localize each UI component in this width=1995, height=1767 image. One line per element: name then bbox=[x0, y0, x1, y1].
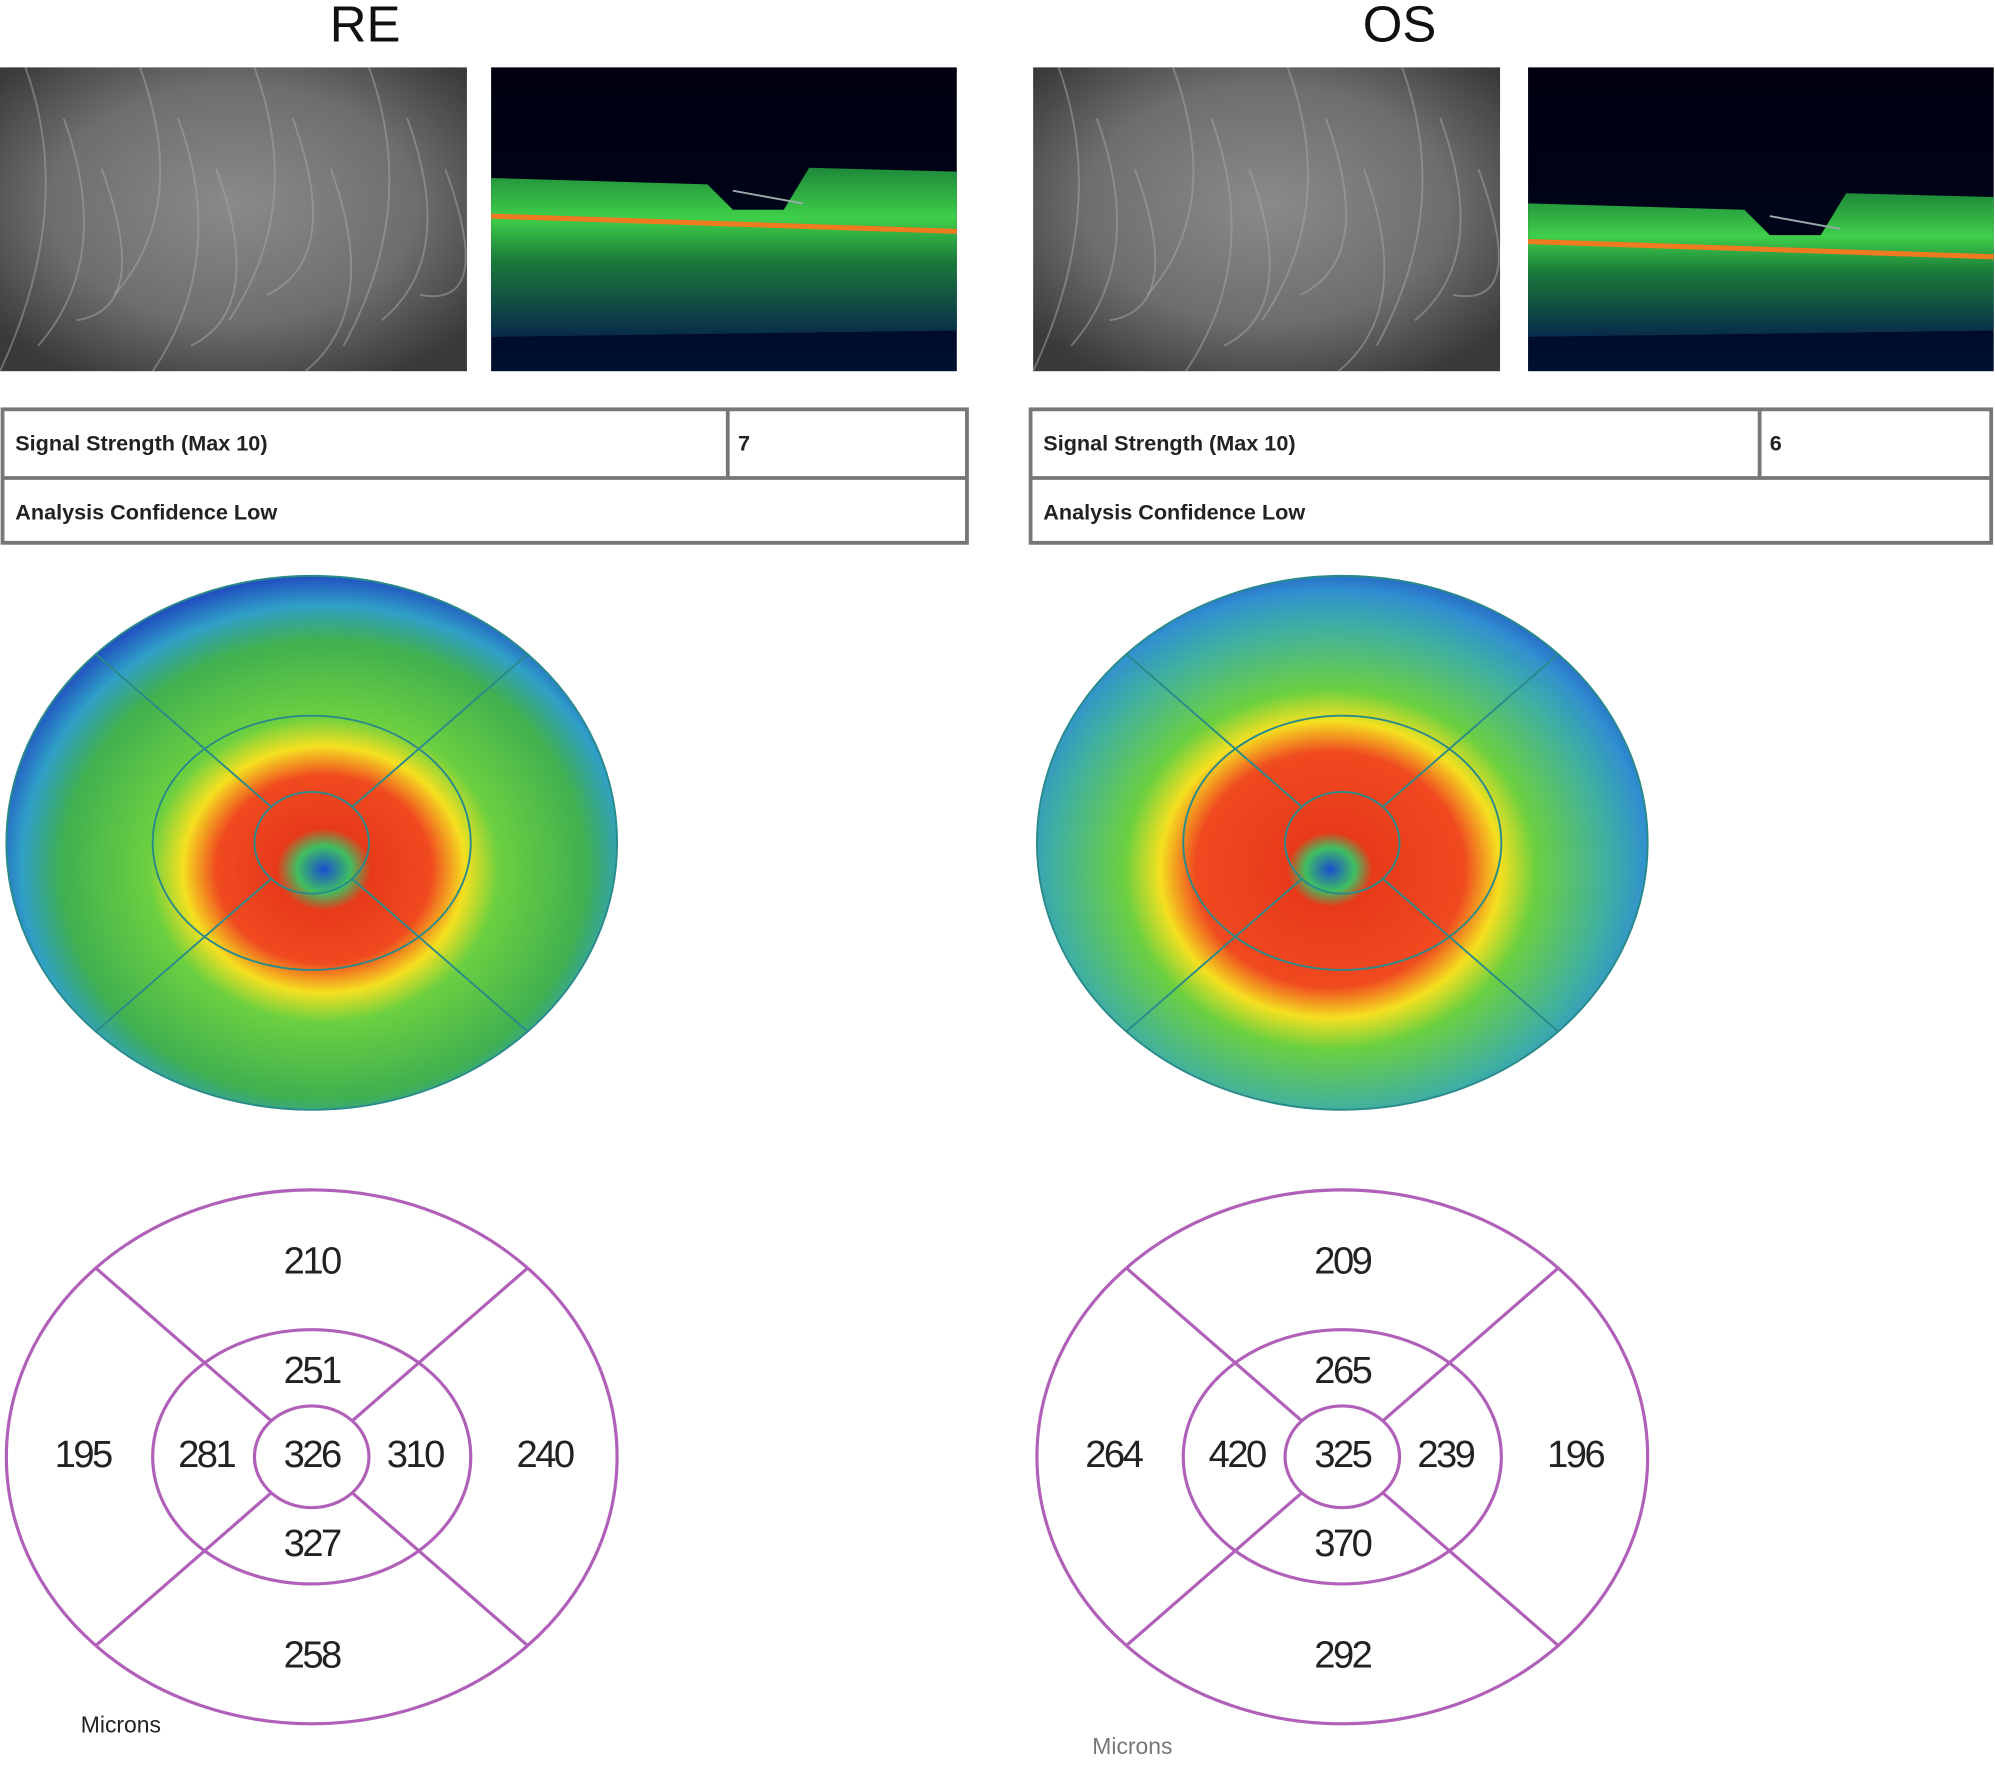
grid-spoke bbox=[351, 1266, 529, 1423]
thickness-value: 209 bbox=[1314, 1240, 1371, 1283]
vessel bbox=[1032, 67, 1080, 372]
vessel bbox=[76, 168, 124, 322]
grid-spoke bbox=[1125, 1491, 1303, 1647]
retina-layer bbox=[1528, 193, 1994, 337]
thickness-value: 239 bbox=[1417, 1433, 1474, 1476]
retina-layer bbox=[491, 167, 957, 337]
grid-spoke bbox=[1381, 1491, 1560, 1647]
vessel bbox=[1070, 117, 1118, 347]
grid-spoke bbox=[1125, 1266, 1303, 1423]
thickness-value: 370 bbox=[1314, 1522, 1371, 1565]
analysis-confidence: Analysis Confidence Low bbox=[1043, 499, 1305, 524]
vessel bbox=[151, 117, 200, 372]
units-label: Microns bbox=[81, 1711, 161, 1737]
signal-strength-value: 6 bbox=[1770, 431, 1782, 456]
eye-label: OS bbox=[1363, 0, 1437, 52]
analysis-confidence: Analysis Confidence Low bbox=[15, 499, 277, 524]
eye-label: RE bbox=[330, 0, 401, 52]
vessel bbox=[1261, 67, 1309, 321]
grid-spoke bbox=[1381, 1266, 1560, 1423]
map-ring bbox=[1182, 714, 1503, 971]
thickness-value: 195 bbox=[55, 1433, 112, 1476]
thickness-value: 265 bbox=[1314, 1349, 1371, 1392]
thickness-value: 327 bbox=[284, 1522, 341, 1565]
thickness-value: 240 bbox=[517, 1433, 574, 1476]
thickness-value: 325 bbox=[1314, 1433, 1371, 1476]
rpe-line bbox=[1527, 238, 1994, 260]
map-ring bbox=[151, 714, 472, 971]
signal-strength-label: Signal Strength (Max 10) bbox=[1043, 431, 1295, 456]
thickness-value: 420 bbox=[1209, 1433, 1266, 1476]
thickness-value: 258 bbox=[284, 1634, 341, 1677]
thickness-value: 281 bbox=[178, 1433, 235, 1476]
vessel bbox=[228, 67, 276, 321]
vessel bbox=[1337, 168, 1386, 372]
thickness-value: 251 bbox=[284, 1349, 341, 1392]
grid-ring bbox=[1181, 1328, 1503, 1586]
map-spoke bbox=[1125, 653, 1303, 808]
vessel bbox=[266, 117, 314, 296]
thickness-value: 292 bbox=[1314, 1634, 1371, 1677]
map-spoke bbox=[351, 653, 529, 808]
vessel bbox=[1223, 168, 1271, 347]
vessel bbox=[1375, 67, 1424, 347]
fundus-image bbox=[1033, 67, 1501, 372]
map-spoke bbox=[1382, 653, 1559, 808]
thickness-value: 210 bbox=[284, 1240, 341, 1283]
map-spoke bbox=[95, 653, 272, 808]
vessel bbox=[1452, 168, 1500, 298]
fundus-image bbox=[0, 67, 467, 372]
vessel bbox=[1414, 117, 1462, 322]
grid-ring bbox=[1035, 1188, 1650, 1726]
grid-spoke bbox=[94, 1491, 273, 1647]
map-spoke bbox=[1125, 878, 1303, 1033]
vessel bbox=[1109, 168, 1157, 322]
thickness-value: 310 bbox=[387, 1433, 444, 1476]
vessel bbox=[1185, 117, 1233, 372]
vessel bbox=[190, 168, 238, 347]
grid-spoke bbox=[94, 1266, 273, 1423]
map-ring bbox=[253, 791, 370, 895]
map-spoke bbox=[351, 878, 529, 1033]
vessel bbox=[1299, 117, 1348, 296]
units-label: Microns bbox=[1092, 1733, 1172, 1759]
hole-bridge bbox=[1769, 215, 1840, 230]
grid-spoke bbox=[351, 1491, 529, 1647]
map-ring bbox=[1284, 791, 1401, 895]
grid-ring bbox=[151, 1328, 473, 1586]
thickness-value: 196 bbox=[1547, 1433, 1604, 1476]
signal-strength-label: Signal Strength (Max 10) bbox=[15, 431, 267, 456]
vessel bbox=[113, 67, 162, 296]
map-ring bbox=[1035, 574, 1649, 1111]
vessel bbox=[1146, 67, 1195, 296]
signal-strength-value: 7 bbox=[738, 431, 750, 456]
map-ring bbox=[5, 574, 619, 1111]
map-spoke bbox=[1382, 878, 1559, 1033]
map-spoke bbox=[95, 878, 272, 1033]
rpe-line bbox=[491, 213, 957, 234]
thickness-value: 264 bbox=[1085, 1433, 1143, 1476]
vessel bbox=[381, 117, 429, 322]
thickness-value: 326 bbox=[284, 1433, 341, 1476]
hole-bridge bbox=[732, 189, 804, 205]
vessel bbox=[342, 67, 391, 347]
vessel bbox=[0, 67, 47, 372]
grid-ring bbox=[1283, 1404, 1402, 1510]
vessel bbox=[419, 168, 467, 298]
grid-ring bbox=[252, 1404, 371, 1510]
vessel bbox=[304, 168, 353, 372]
vessel bbox=[37, 117, 85, 347]
grid-ring bbox=[4, 1188, 619, 1726]
